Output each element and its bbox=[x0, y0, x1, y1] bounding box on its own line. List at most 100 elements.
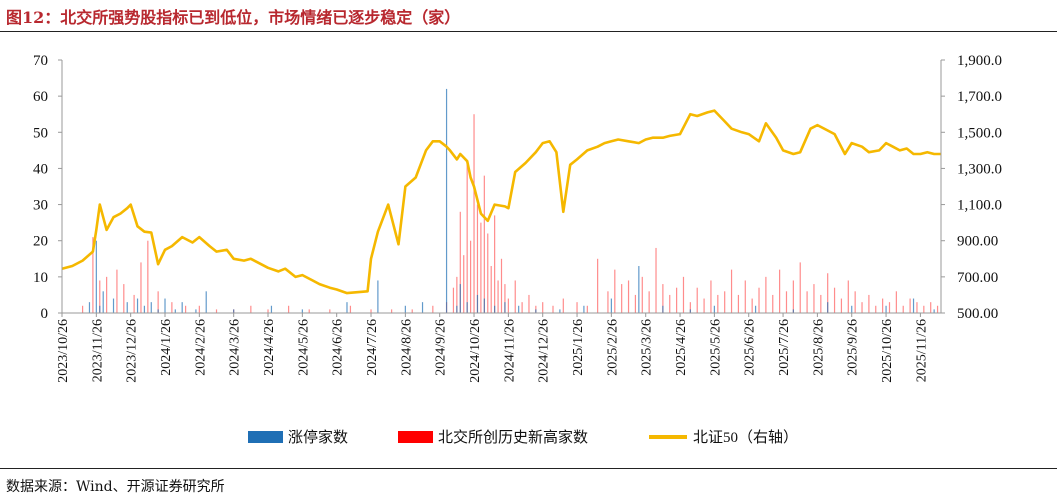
x-tick-label: 2024/4/26 bbox=[262, 319, 277, 376]
limit-up-bar bbox=[851, 305, 853, 313]
limit-up-bar bbox=[195, 309, 197, 313]
new-high-bar bbox=[494, 215, 496, 313]
left-tick-label: 0 bbox=[41, 306, 49, 322]
new-high-bar bbox=[586, 305, 588, 313]
new-high-bar bbox=[92, 237, 94, 313]
new-high-bar bbox=[497, 280, 499, 313]
x-tick-label: 2025/8/26 bbox=[811, 319, 826, 376]
new-high-bar bbox=[82, 305, 84, 313]
new-high-bar bbox=[480, 222, 482, 313]
limit-up-bar bbox=[827, 302, 829, 313]
new-high-bar bbox=[562, 298, 564, 313]
new-high-bar bbox=[923, 305, 925, 313]
new-high-bar bbox=[147, 240, 149, 313]
new-high-bar bbox=[676, 287, 678, 313]
right-tick-label: 1,900.0 bbox=[957, 53, 1002, 69]
limit-up-bar bbox=[181, 302, 183, 313]
new-high-bar bbox=[909, 298, 911, 313]
x-tick-label: 2024/12/26 bbox=[537, 319, 552, 383]
left-tick-label: 50 bbox=[33, 125, 48, 141]
limit-up-bar bbox=[205, 291, 207, 313]
new-high-bar bbox=[267, 309, 269, 313]
legend-swatch bbox=[398, 431, 433, 443]
new-high-bar bbox=[696, 287, 698, 313]
new-high-bar bbox=[744, 280, 746, 313]
chart-canvas: 0 10 20 30 40 50 60 70 500.00 700.00 900.00 1,100.0… bbox=[33, 53, 1002, 446]
new-high-bar bbox=[614, 269, 616, 313]
new-high-bar bbox=[329, 309, 331, 313]
new-high-bar bbox=[140, 262, 142, 313]
right-tick-label: 1,100.0 bbox=[957, 198, 1002, 214]
new-high-bar bbox=[627, 280, 630, 313]
limit-up-bar bbox=[301, 309, 303, 313]
x-tick-label: 2024/3/26 bbox=[228, 319, 243, 376]
new-high-bar bbox=[157, 291, 159, 313]
limit-up-bar bbox=[754, 305, 757, 313]
new-high-bar bbox=[875, 305, 877, 313]
right-tick-label: 1,300.0 bbox=[957, 161, 1002, 177]
new-high-bar bbox=[703, 298, 705, 313]
new-high-bar bbox=[806, 291, 808, 313]
limit-up-bar bbox=[583, 305, 585, 313]
new-high-bar bbox=[902, 305, 904, 313]
new-high-bar bbox=[490, 266, 492, 313]
limit-up-bar bbox=[662, 305, 664, 313]
new-high-bar bbox=[504, 284, 506, 313]
limit-up-bar bbox=[885, 305, 887, 313]
legend-label: 涨停家数 bbox=[288, 429, 348, 446]
new-high-bar bbox=[669, 294, 671, 313]
new-high-bar bbox=[476, 204, 479, 313]
limit-up-bar bbox=[143, 305, 146, 313]
right-tick-label: 1,500.0 bbox=[957, 125, 1002, 141]
limit-up-bar bbox=[136, 298, 139, 313]
x-tick-label: 2024/10/26 bbox=[468, 319, 483, 383]
right-tick-label: 700.00 bbox=[957, 270, 998, 286]
new-high-bar bbox=[682, 276, 685, 313]
new-high-bar bbox=[641, 276, 643, 313]
new-high-bar bbox=[215, 309, 218, 313]
limit-up-bar bbox=[713, 305, 715, 313]
new-high-bar bbox=[432, 305, 434, 313]
new-high-bar bbox=[799, 262, 801, 313]
new-high-bar bbox=[597, 258, 599, 313]
figure-title: 图12：北交所强势股指标已到低位，市场情绪已逐步稳定（家） bbox=[6, 8, 461, 27]
new-high-bar bbox=[250, 305, 252, 313]
limit-up-bar bbox=[466, 302, 468, 313]
limit-up-bar bbox=[421, 302, 424, 313]
bottom-rule bbox=[0, 468, 1057, 469]
new-high-bar bbox=[171, 302, 173, 313]
new-high-bar bbox=[655, 247, 657, 313]
new-high-bar bbox=[792, 280, 794, 313]
x-tick-label: 2025/10/26 bbox=[880, 319, 895, 383]
new-high-bar bbox=[621, 284, 623, 313]
x-tick-label: 2024/6/26 bbox=[331, 319, 346, 376]
new-high-bar bbox=[840, 298, 843, 313]
axes: 0 10 20 30 40 50 60 70 500.00 700.00 900.00 1,100.0… bbox=[33, 53, 1002, 383]
limit-up-bars bbox=[88, 88, 935, 313]
limit-up-bar bbox=[933, 309, 935, 313]
left-tick-label: 30 bbox=[33, 198, 48, 214]
new-high-bar bbox=[552, 305, 554, 313]
new-high-bar bbox=[916, 302, 918, 313]
limit-up-bar bbox=[912, 298, 915, 313]
new-high-bar bbox=[473, 114, 475, 313]
new-high-bar bbox=[751, 298, 753, 313]
new-high-bar bbox=[288, 305, 290, 313]
new-high-bar bbox=[634, 294, 637, 313]
new-high-bar bbox=[116, 269, 118, 313]
limit-up-bar bbox=[95, 240, 97, 313]
new-high-bar bbox=[123, 284, 125, 313]
new-high-bar bbox=[198, 305, 200, 313]
new-high-bar bbox=[99, 280, 101, 313]
new-high-bar bbox=[456, 276, 458, 313]
top-rule bbox=[0, 31, 1057, 32]
right-tick-label: 1,700.0 bbox=[957, 89, 1002, 105]
new-high-bar bbox=[772, 294, 774, 313]
new-high-bar bbox=[648, 291, 650, 313]
x-tick-label: 2024/9/26 bbox=[434, 319, 449, 376]
new-high-bar bbox=[730, 269, 733, 313]
new-high-bar bbox=[833, 287, 836, 313]
x-tick-label: 2023/10/26 bbox=[56, 319, 71, 383]
limit-up-bar bbox=[504, 302, 506, 313]
new-high-bar bbox=[854, 291, 856, 313]
